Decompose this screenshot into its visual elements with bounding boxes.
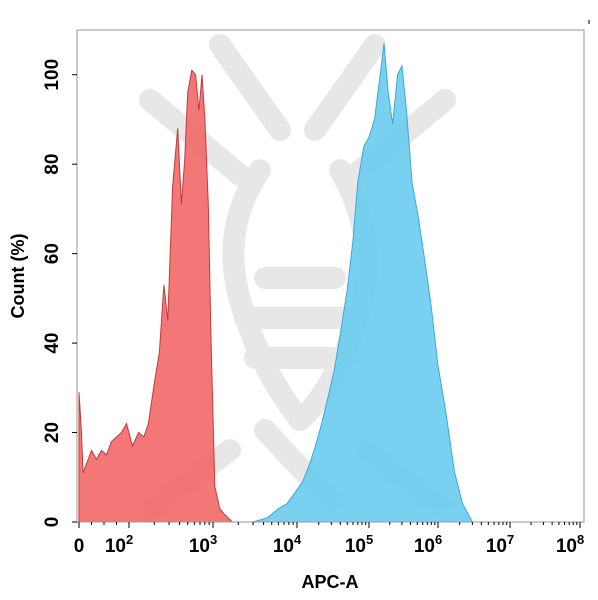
x-tick-label: 108 xyxy=(556,532,584,557)
x-tick-label: 103 xyxy=(189,532,217,557)
x-tick-label: 105 xyxy=(345,532,373,557)
y-tick-label: 60 xyxy=(42,243,63,264)
y-tick-label: 80 xyxy=(42,154,63,175)
y-tick-label: 0 xyxy=(42,517,63,528)
y-tick-label: 20 xyxy=(42,422,63,443)
x-axis-ticks: 0 102 103 104 105 106 107 108 xyxy=(74,522,584,557)
y-axis-label: Count (%) xyxy=(8,234,28,319)
x-tick-label: 0 xyxy=(74,536,85,557)
y-tick-label: 40 xyxy=(42,333,63,354)
x-tick-label: 106 xyxy=(414,532,442,557)
y-tick-label: 100 xyxy=(42,59,63,91)
x-tick-label: 102 xyxy=(105,532,133,557)
x-axis-label: APC-A xyxy=(302,572,359,592)
x-tick-label: 104 xyxy=(273,532,302,557)
plot-frame xyxy=(76,29,585,523)
y-axis-ticks: 0 20 40 60 80 100 xyxy=(42,59,77,527)
x-tick-label: 107 xyxy=(486,532,514,557)
histogram-area-red xyxy=(78,69,234,523)
x-axis-minor-ticks xyxy=(91,522,578,525)
histogram-area-blue xyxy=(252,43,474,523)
